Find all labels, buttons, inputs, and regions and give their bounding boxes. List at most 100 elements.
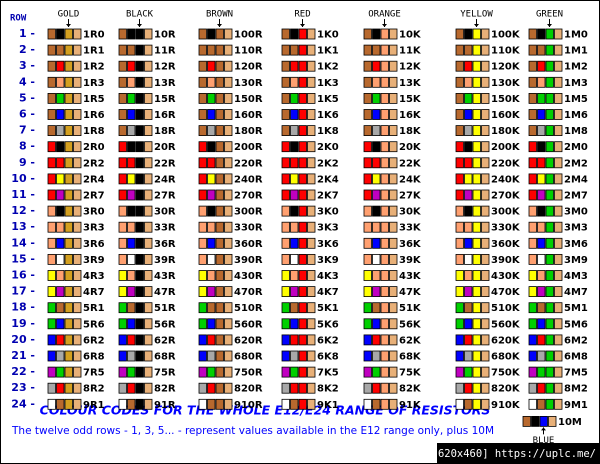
band-square (372, 205, 381, 217)
band-square (372, 141, 381, 153)
band-square (224, 60, 233, 72)
band-square (127, 28, 136, 40)
value-label: 1M2 (564, 62, 588, 73)
header-arrow-head (66, 24, 71, 27)
value-label: 430K (491, 271, 521, 282)
band-square (528, 44, 537, 56)
band-square (455, 382, 464, 394)
band-square (64, 173, 73, 185)
band-square (528, 286, 537, 298)
band-square (207, 350, 216, 362)
band-square (363, 318, 372, 330)
band-square (198, 141, 207, 153)
band-square (455, 221, 464, 233)
band-square (363, 237, 372, 249)
band-square (389, 221, 398, 233)
band-square (537, 157, 546, 169)
band-square (307, 286, 316, 298)
band-square (363, 366, 372, 378)
band-square (224, 398, 233, 410)
value-label: 27R (154, 191, 176, 202)
band-square (380, 270, 389, 281)
band-square (135, 270, 144, 281)
band-square (198, 237, 207, 249)
band-square (56, 109, 65, 120)
value-label: 2K0 (317, 142, 339, 153)
band-square (363, 382, 372, 394)
value-label: 24R (154, 174, 176, 185)
value-label: 1R1 (83, 46, 105, 57)
value-label: 2R4 (83, 174, 105, 185)
band-square (144, 253, 153, 265)
band-square (224, 109, 233, 120)
band-square (380, 286, 389, 298)
band-square (118, 157, 127, 169)
band-square (224, 270, 233, 281)
band-square (464, 93, 473, 104)
row-number: 6 - (19, 108, 35, 121)
band-square (307, 302, 316, 314)
band-square (224, 76, 233, 88)
row-number: 14 - (11, 236, 35, 249)
value-label: 110K (491, 46, 521, 57)
value-label: 8R2 (83, 384, 105, 395)
band-square (380, 398, 389, 410)
band-square (47, 76, 56, 88)
value-label: 2K2 (317, 158, 339, 169)
band-square (537, 205, 546, 217)
band-square (224, 173, 233, 185)
band-square (127, 286, 136, 298)
band-square (56, 302, 65, 314)
band-square (135, 350, 144, 362)
value-label: 220K (491, 158, 521, 169)
band-square (380, 253, 389, 265)
band-square (127, 141, 136, 153)
band-square (144, 286, 153, 298)
value-label: 1R0 (83, 30, 105, 41)
band-square (290, 237, 299, 249)
band-square (207, 398, 216, 410)
band-square (363, 398, 372, 410)
band-square (528, 157, 537, 169)
band-square (464, 382, 473, 394)
band-square (64, 253, 73, 265)
value-label: 68R (154, 352, 176, 363)
band-square (455, 398, 464, 410)
band-square (537, 125, 546, 136)
band-square (372, 334, 381, 346)
band-square (73, 109, 82, 120)
band-square (528, 253, 537, 265)
band-square (464, 286, 473, 298)
band-square (127, 205, 136, 217)
band-square (528, 221, 537, 233)
band-square (198, 28, 207, 40)
band-square (307, 28, 316, 40)
band-square (372, 286, 381, 298)
band-square (363, 302, 372, 314)
band-square (372, 350, 381, 362)
band-square (290, 173, 299, 185)
band-square (363, 141, 372, 153)
row-number: 7 - (19, 124, 35, 137)
band-square (198, 350, 207, 362)
band-square (73, 286, 82, 298)
band-square (554, 60, 563, 72)
band-square (47, 44, 56, 56)
band-square (281, 398, 290, 410)
band-square (528, 93, 537, 104)
value-label: 7K5 (317, 368, 339, 379)
value-label: 11R (154, 46, 176, 57)
band-square (64, 76, 73, 88)
band-square (472, 221, 481, 233)
band-square (56, 76, 65, 88)
band-square (307, 157, 316, 169)
band-square (389, 366, 398, 378)
band-square (207, 76, 216, 88)
band-square (290, 157, 299, 169)
band-square (73, 28, 82, 40)
band-square (290, 334, 299, 346)
band-square (135, 318, 144, 330)
band-square (528, 237, 537, 249)
column-header: BLACK (126, 10, 154, 20)
band-square (198, 398, 207, 410)
